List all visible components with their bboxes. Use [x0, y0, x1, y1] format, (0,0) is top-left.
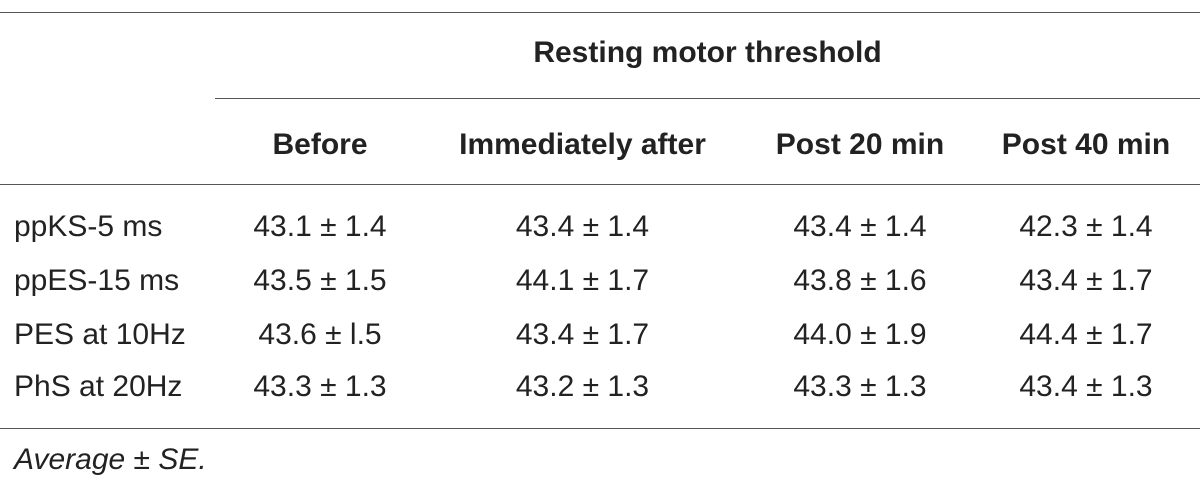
- table-cell: 43.5 ± 1.5: [253, 264, 387, 297]
- table-top-rule: [0, 12, 1200, 13]
- table-cell: 44.4 ± 1.7: [1019, 318, 1153, 351]
- row-label: PES at 10Hz: [14, 318, 186, 351]
- row-label: ppKS-5 ms: [14, 210, 163, 243]
- header-rule: [0, 184, 1200, 185]
- table-cell: 44.0 ± 1.9: [793, 318, 927, 351]
- column-header-post-20-min: Post 20 min: [775, 128, 945, 161]
- table-row: ppKS-5 ms 43.1 ± 1.4 43.4 ± 1.4 43.4 ± 1…: [0, 202, 1200, 252]
- table-cell: 43.4 ± 1.3: [1019, 370, 1153, 403]
- group-header-rule: [215, 98, 1200, 99]
- table-bottom-rule: [0, 428, 1200, 429]
- table-row: PES at 10Hz 43.6 ± l.5 43.4 ± 1.7 44.0 ±…: [0, 310, 1200, 360]
- table-cell: 43.3 ± 1.3: [253, 370, 387, 403]
- table-cell: 43.1 ± 1.4: [253, 210, 387, 243]
- row-label: PhS at 20Hz: [14, 370, 183, 403]
- table-cell: 43.4 ± 1.7: [1019, 264, 1153, 297]
- row-label: ppES-15 ms: [14, 264, 180, 297]
- table-cell: 43.4 ± 1.4: [515, 210, 650, 243]
- table-cell: 43.8 ± 1.6: [793, 264, 927, 297]
- table-cell: 44.1 ± 1.7: [515, 264, 650, 297]
- group-header-resting-motor-threshold: Resting motor threshold: [533, 36, 882, 69]
- table-cell: 43.6 ± l.5: [258, 318, 382, 351]
- column-header-immediately-after: Immediately after: [459, 128, 706, 161]
- table-footnote: Average ± SE.: [14, 443, 207, 476]
- table-cell: 42.3 ± 1.4: [1019, 210, 1153, 243]
- table-cell: 43.4 ± 1.7: [515, 318, 650, 351]
- column-header-before: Before: [272, 128, 368, 161]
- table-row: PhS at 20Hz 43.3 ± 1.3 43.2 ± 1.3 43.3 ±…: [0, 362, 1200, 412]
- table-cell: 43.4 ± 1.4: [793, 210, 927, 243]
- table-row: ppES-15 ms 43.5 ± 1.5 44.1 ± 1.7 43.8 ± …: [0, 256, 1200, 306]
- table-cell: 43.3 ± 1.3: [793, 370, 927, 403]
- column-header-post-40-min: Post 40 min: [1001, 128, 1171, 161]
- table-cell: 43.2 ± 1.3: [515, 370, 650, 403]
